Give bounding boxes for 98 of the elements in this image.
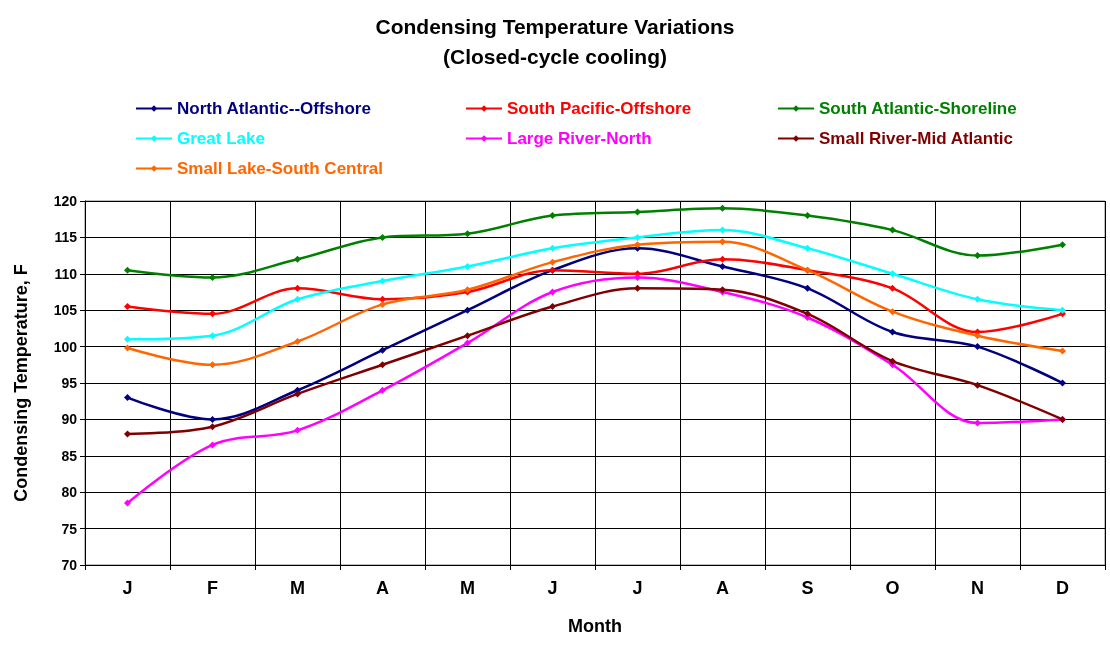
legend-label: Large River-North (507, 129, 652, 148)
y-tick-label: 80 (61, 484, 78, 501)
point (719, 226, 726, 234)
point (294, 284, 301, 292)
point (889, 308, 896, 316)
x-tick-label: M (290, 578, 305, 598)
point (889, 328, 896, 336)
x-tick-label: J (632, 578, 643, 598)
point (464, 306, 471, 314)
x-tick-label: O (885, 578, 900, 598)
point (634, 284, 641, 292)
point (974, 381, 981, 389)
y-tick-label: 75 (61, 520, 78, 537)
point (549, 258, 556, 266)
x-tick-label: A (716, 578, 729, 598)
point (379, 295, 386, 303)
y-tick-label: 115 (54, 229, 78, 246)
point (124, 430, 131, 438)
point (804, 310, 811, 318)
point (719, 263, 726, 271)
point (889, 284, 896, 292)
legend-label: Great Lake (177, 129, 265, 148)
y-tick-label: 100 (53, 338, 78, 355)
point (719, 238, 726, 246)
x-tick-label: N (971, 578, 984, 598)
point (209, 361, 216, 369)
x-tick-label: M (460, 578, 475, 598)
point (124, 394, 131, 402)
y-axis-title: Condensing Temperature, F (11, 264, 31, 502)
point (379, 346, 386, 354)
point (1059, 241, 1066, 249)
point (379, 277, 386, 285)
point (294, 390, 301, 398)
point (209, 273, 216, 281)
point (464, 332, 471, 340)
point (804, 284, 811, 292)
point (294, 295, 301, 303)
point (974, 343, 981, 351)
y-tick-label: 120 (53, 193, 78, 209)
point (209, 423, 216, 431)
legend-label: South Pacific-Offshore (507, 99, 692, 118)
x-axis-title: Month (568, 616, 622, 636)
point (124, 335, 131, 343)
point (549, 212, 556, 220)
point (889, 357, 896, 365)
point (379, 386, 386, 394)
x-tick-label: F (207, 578, 218, 598)
y-tick-label: 95 (61, 375, 78, 391)
point (974, 419, 981, 427)
point (974, 252, 981, 260)
point (464, 339, 471, 347)
point (124, 499, 131, 507)
x-tick-label: D (1056, 578, 1069, 598)
point (1059, 347, 1066, 355)
point (719, 255, 726, 263)
point (549, 288, 556, 296)
point (549, 303, 556, 311)
point (889, 270, 896, 278)
point (379, 233, 386, 241)
x-tick-label: S (801, 578, 814, 598)
legend-label: Small River-Mid Atlantic (819, 129, 1013, 148)
point (294, 426, 301, 434)
x-tick-label: J (547, 578, 558, 598)
point (974, 332, 981, 340)
point (464, 230, 471, 238)
point (294, 255, 301, 263)
point (124, 344, 131, 352)
point (294, 338, 301, 345)
point (889, 226, 896, 234)
point (464, 263, 471, 271)
point (804, 244, 811, 252)
point (124, 303, 131, 311)
point (634, 208, 641, 216)
y-tick-label: 85 (61, 447, 78, 464)
point (209, 441, 216, 449)
y-tick-label: 70 (61, 557, 78, 573)
y-tick-label: 105 (53, 302, 78, 319)
y-tick-label: 110 (54, 265, 78, 282)
chart-title: Condensing Temperature Variations (Closed-cycle cooling) (375, 14, 735, 68)
point (209, 415, 216, 423)
x-tick-label: J (122, 578, 133, 598)
y-tick-label: 90 (61, 411, 78, 428)
point (1059, 306, 1066, 314)
legend-label: North Atlantic--Offshore (177, 99, 371, 118)
point (209, 310, 216, 318)
point (804, 212, 811, 220)
point (379, 300, 386, 308)
legend-label: South Atlantic-Shoreline (819, 99, 1017, 118)
legend-label: Small Lake-South Central (177, 159, 383, 178)
point (1059, 379, 1066, 387)
point (549, 244, 556, 252)
point (719, 204, 726, 212)
point (209, 332, 216, 340)
point (379, 361, 386, 369)
x-tick-label: A (376, 578, 389, 598)
point (124, 266, 131, 274)
point (634, 233, 641, 241)
point (974, 295, 981, 303)
